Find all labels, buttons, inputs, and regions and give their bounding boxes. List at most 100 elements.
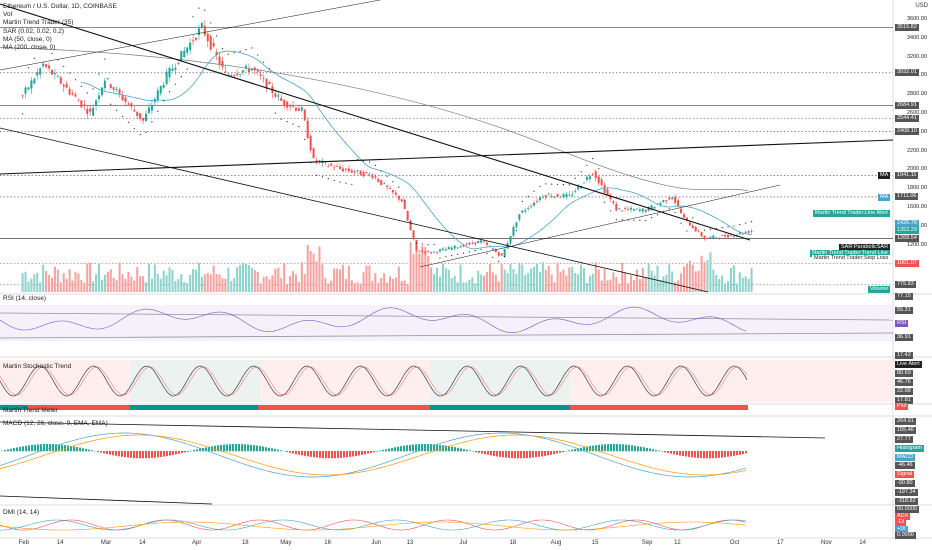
candle-body <box>503 248 506 257</box>
sar-dot <box>615 219 617 221</box>
volume-bar <box>294 274 297 292</box>
volume-bar <box>353 283 356 292</box>
candle-body <box>336 165 339 167</box>
candle-body <box>515 222 518 227</box>
macd-histogram-bar <box>244 444 246 452</box>
candle-body <box>444 249 447 251</box>
macd-histogram-bar <box>373 451 375 453</box>
sar-dot <box>321 176 324 178</box>
candle-body <box>553 196 556 198</box>
sar-dot <box>709 228 712 230</box>
macd-histogram-bar <box>733 451 735 456</box>
legend-line-volume[interactable]: Vol <box>3 11 13 19</box>
volume-bar <box>145 282 148 292</box>
legend-line-ma200[interactable]: MA (200, close, 0) <box>3 44 56 52</box>
candle-body <box>653 206 656 209</box>
macd-histogram-bar <box>568 450 570 452</box>
macd-histogram-bar <box>715 451 717 459</box>
sar-dot <box>151 121 153 123</box>
candle-body <box>233 75 236 77</box>
macd-histogram-bar <box>745 451 747 454</box>
volume-bar <box>174 281 177 292</box>
stoch-tag: 17.81 <box>895 397 913 404</box>
candle-body <box>121 95 124 101</box>
sar-dot <box>439 257 441 259</box>
candle-body <box>177 62 180 64</box>
sar-dot <box>515 230 518 232</box>
trendline <box>0 0 381 71</box>
candle-body <box>485 242 489 245</box>
sar-dot <box>433 243 435 246</box>
legend-line-ma50[interactable]: MA (50, close, 0) <box>3 35 52 43</box>
volume-bar <box>95 274 98 292</box>
volume-bar <box>388 276 392 292</box>
macd-histogram-bar <box>613 444 615 452</box>
stoch-title: Martin Stochastic Trend <box>3 363 72 370</box>
volume-bar <box>418 253 421 292</box>
sar-dot <box>157 110 159 112</box>
macd-histogram-bar <box>229 444 231 452</box>
candle-body <box>171 68 174 71</box>
volume-bar <box>444 268 447 292</box>
candle-body <box>162 84 165 88</box>
macd-histogram-bar <box>160 451 162 457</box>
macd-histogram-bar <box>574 449 576 452</box>
candle-body <box>418 251 421 253</box>
macd-tag: 155.46 <box>895 426 916 434</box>
macd-histogram-bar <box>127 451 129 458</box>
candle-body <box>212 42 215 47</box>
volume-bar <box>203 274 206 292</box>
candle-body <box>550 196 553 198</box>
sar-dot <box>392 181 394 183</box>
candle-body <box>427 250 430 252</box>
macd-histogram-bar <box>487 451 489 455</box>
volume-bar <box>447 269 450 292</box>
legend-line-sar[interactable]: SAR (0.02, 0.02, 0.2) <box>3 27 65 35</box>
macd-histogram-bar <box>643 447 645 452</box>
volume-bar <box>580 264 583 292</box>
time-tick-label: 14 <box>139 540 146 546</box>
macd-tag: -46.46 <box>895 462 915 470</box>
macd-histogram-bar <box>556 451 558 454</box>
macd-histogram-bar <box>619 444 621 452</box>
candle-body <box>706 237 709 239</box>
candle-body <box>197 28 200 36</box>
macd-histogram-bar <box>739 451 741 455</box>
candle-body <box>388 188 392 190</box>
macd-histogram-bar <box>157 451 159 458</box>
sar-dot <box>427 244 429 246</box>
sar-dot <box>533 190 535 192</box>
macd-histogram-bar <box>655 449 657 452</box>
volume-bar <box>735 283 738 292</box>
volume-bar <box>618 283 621 292</box>
rsi-tag: RSI <box>895 320 909 328</box>
volume-bar <box>688 260 691 292</box>
currency-label[interactable]: USD <box>915 3 928 9</box>
candle-body <box>438 249 442 252</box>
candle-body <box>59 77 62 84</box>
volume-bar <box>80 280 83 292</box>
macd-histogram-bar <box>439 444 441 452</box>
rsi-line <box>0 306 747 333</box>
candle-body <box>718 238 721 239</box>
volume-bar <box>165 275 168 292</box>
macd-histogram-bar <box>154 451 156 458</box>
candle-body <box>368 174 371 176</box>
volume-bar <box>691 264 694 292</box>
volume-bar <box>39 282 42 292</box>
candle-body <box>106 78 109 80</box>
candle-body <box>62 84 65 87</box>
volume-bar <box>327 283 330 292</box>
volume-bar <box>574 272 577 292</box>
legend-line-trend-trader[interactable]: Martin Trend Trader (35) <box>3 19 74 27</box>
volume-bar <box>744 276 747 292</box>
macd-histogram-bar <box>376 451 378 452</box>
volume-bar <box>685 263 688 292</box>
time-tick-label: Jul <box>459 540 468 546</box>
volume-bar <box>459 264 462 292</box>
candle-body <box>50 69 54 75</box>
sar-dot <box>263 61 265 63</box>
macd-histogram-bar <box>454 447 456 452</box>
volume-bar <box>256 271 259 292</box>
